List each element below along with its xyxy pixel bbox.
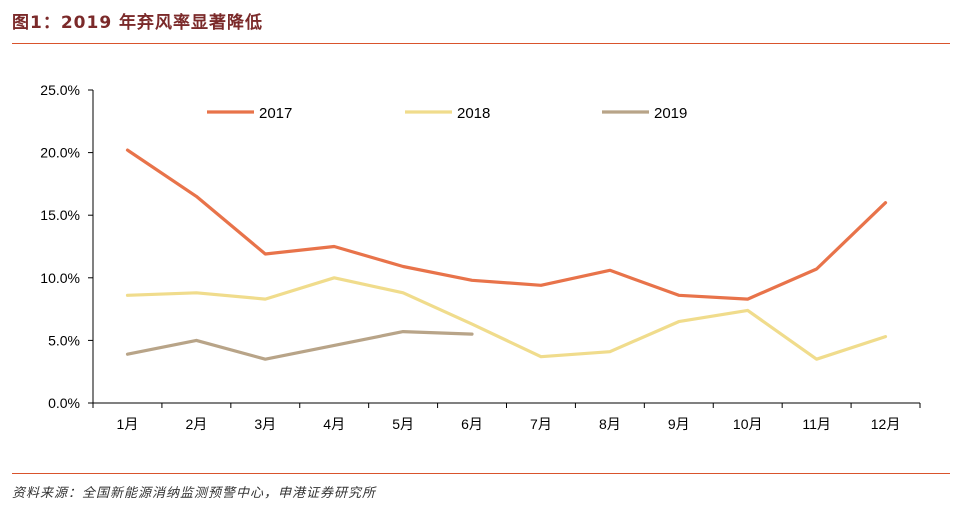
x-tick-labels: 1月 2月 3月 4月 5月 6月 7月 8月 9月 10月 11月 12月 [117, 416, 901, 432]
x-tick-label: 4月 [323, 416, 345, 432]
legend: 2017 2018 2019 [207, 105, 687, 122]
series-line-2017 [125, 148, 888, 301]
y-tick-label: 5.0% [48, 332, 80, 348]
y-tick-label: 10.0% [40, 270, 80, 286]
x-tick-label: 2月 [185, 416, 207, 432]
legend-label-2017: 2017 [259, 105, 292, 122]
x-tick-label: 6月 [461, 416, 483, 432]
y-tick-label: 25.0% [40, 82, 80, 98]
y-tick-label: 20.0% [40, 145, 80, 161]
series-line-2019 [125, 330, 474, 361]
figure-title: 图1：2019 年弃风率显著降低 [12, 13, 264, 33]
y-tick-label: 15.0% [40, 207, 80, 223]
y-tick-label: 0.0% [48, 395, 80, 411]
legend-label-2019: 2019 [654, 105, 687, 122]
series-line-2018 [125, 276, 888, 361]
source-note: 资料来源：全国新能源消纳监测预警中心，申港证券研究所 [12, 486, 377, 501]
series-lines [125, 148, 888, 361]
x-tick-label: 7月 [530, 416, 552, 432]
source-rule [12, 473, 950, 474]
x-tick-label: 10月 [733, 416, 763, 432]
x-tick-label: 8月 [599, 416, 621, 432]
x-tick-label: 12月 [871, 416, 901, 432]
title-rule [12, 43, 950, 44]
chart-axes [88, 89, 921, 408]
line-chart: 0.0% 5.0% 10.0% 15.0% 20.0% 25.0% 1月 2月 3月 4月 5月 6… [40, 82, 921, 432]
x-tick-label: 11月 [802, 416, 831, 432]
x-tick-label: 5月 [392, 416, 414, 432]
y-tick-labels: 0.0% 5.0% 10.0% 15.0% 20.0% 25.0% [40, 82, 80, 411]
legend-label-2018: 2018 [457, 105, 490, 122]
x-tick-label: 1月 [117, 416, 139, 432]
x-tick-label: 3月 [254, 416, 276, 432]
x-tick-label: 9月 [668, 416, 690, 432]
